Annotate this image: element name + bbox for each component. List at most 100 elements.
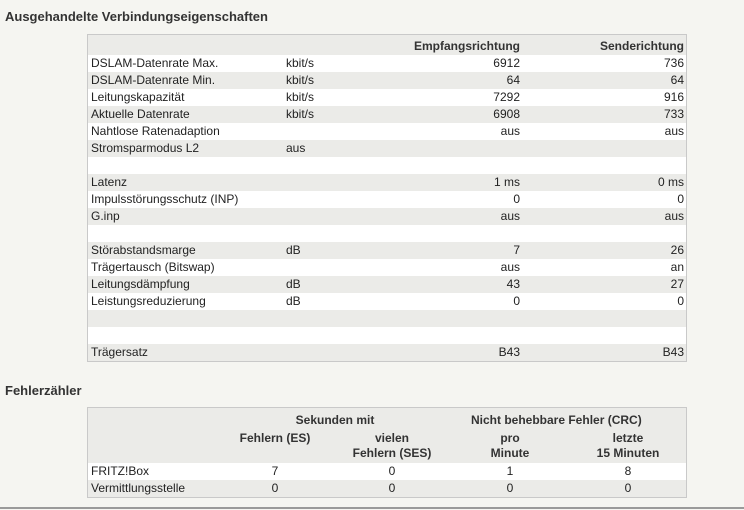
row-send: 0: [677, 294, 684, 308]
row-label: G.inp: [91, 209, 120, 223]
row-recv: 7: [513, 243, 520, 257]
table-row: [88, 225, 686, 242]
row-recv: 64: [506, 73, 520, 87]
row-send: 64: [670, 73, 684, 87]
row-label: DSLAM-Datenrate Min.: [91, 73, 216, 87]
row-send: an: [670, 260, 684, 274]
row-recv: 0: [513, 294, 520, 308]
row-send: B43: [662, 345, 684, 359]
table-row: [88, 327, 686, 344]
error-ses: 0: [388, 464, 396, 478]
col-15-label-2: 15 Minuten: [596, 446, 660, 460]
row-label: Trägertausch (Bitswap): [91, 260, 215, 274]
row-recv: 0: [513, 192, 520, 206]
row-recv: 6912: [493, 56, 520, 70]
table-row: Trägersatz B43 B43: [88, 344, 686, 361]
error-table-column-header: Fehlern (ES) vielen Fehlern (SES) pro Minu…: [88, 428, 686, 463]
error-table-row: Vermittlungsstelle 0 0 0 0: [88, 480, 686, 497]
error-ses: 0: [388, 481, 396, 495]
row-send: 916: [663, 90, 684, 104]
row-label: Stromsparmodus L2: [91, 141, 200, 155]
table-row: Leitungsdämpfung dB 43 27: [88, 276, 686, 293]
row-send: 733: [663, 107, 684, 121]
group-crc-errors: Nicht behebbare Fehler (CRC): [471, 413, 642, 427]
row-recv: B43: [498, 345, 520, 359]
error-row-label: FRITZ!Box: [91, 464, 150, 478]
row-label: Leistungsreduzierung: [91, 294, 206, 308]
error-table-row: FRITZ!Box 7 0 1 8: [88, 463, 686, 480]
connection-properties-table: Empfangsrichtung Senderichtung DSLAM-Dat…: [87, 34, 687, 362]
row-recv: aus: [500, 124, 520, 138]
row-send: 736: [663, 56, 684, 70]
group-seconds-with: Sekunden mit: [295, 413, 375, 427]
row-label: Impulsstörungsschutz (INP): [91, 192, 239, 206]
row-recv: 6908: [493, 107, 520, 121]
table-row: DSLAM-Datenrate Max. kbit/s 6912 736: [88, 55, 686, 72]
col-last-15-min: letzte 15 Minuten: [568, 431, 688, 461]
table-row: Stromsparmodus L2 aus: [88, 140, 686, 157]
row-label: Trägersatz: [91, 345, 148, 359]
table-row: [88, 310, 686, 327]
error-counter-table: Sekunden mit Nicht behebbare Fehler (CRC…: [87, 407, 687, 498]
row-unit: kbit/s: [286, 56, 315, 70]
error-es: 0: [271, 481, 279, 495]
row-unit: dB: [286, 243, 301, 257]
row-recv: 7292: [493, 90, 520, 104]
row-label: Störabstandsmarge: [91, 243, 196, 257]
row-unit: kbit/s: [286, 90, 315, 104]
table-row: Leitungskapazität kbit/s 7292 916: [88, 89, 686, 106]
error-last-15: 8: [624, 464, 632, 478]
row-label: Leitungsdämpfung: [91, 277, 190, 291]
row-unit: kbit/s: [286, 107, 315, 121]
table-row: Störabstandsmarge dB 7 26: [88, 242, 686, 259]
col-ses-label-2: Fehlern (SES): [352, 446, 432, 460]
section-title-error-counter: Fehlerzähler: [5, 383, 82, 398]
col-es: Fehlern (ES): [215, 431, 335, 446]
row-recv: aus: [500, 209, 520, 223]
table-row: DSLAM-Datenrate Min. kbit/s 64 64: [88, 72, 686, 89]
table-row: Latenz 1 ms 0 ms: [88, 174, 686, 191]
row-label: Nahtlose Ratenadaption: [91, 124, 220, 138]
row-label: DSLAM-Datenrate Max.: [91, 56, 219, 70]
table-row: Impulsstörungsschutz (INP) 0 0: [88, 191, 686, 208]
table-row: Nahtlose Ratenadaption aus aus: [88, 123, 686, 140]
col-ses-label-1: vielen: [374, 431, 410, 445]
row-send: 27: [670, 277, 684, 291]
table-row: [88, 157, 686, 174]
bottom-divider: [0, 507, 744, 509]
table-row: G.inp aus aus: [88, 208, 686, 225]
error-table-group-header: Sekunden mit Nicht behebbare Fehler (CRC…: [88, 408, 686, 428]
section-title-connection-properties: Ausgehandelte Verbindungseigenschaften: [5, 9, 268, 24]
error-last-15: 0: [624, 481, 632, 495]
row-recv: 1 ms: [493, 175, 520, 189]
col-15-label-1: letzte: [612, 431, 644, 445]
col-per-minute: pro Minute: [450, 431, 570, 461]
error-per-minute: 0: [506, 481, 514, 495]
row-recv: 43: [506, 277, 520, 291]
row-unit: kbit/s: [286, 73, 315, 87]
header-recv: Empfangsrichtung: [413, 39, 520, 53]
row-label: Aktuelle Datenrate: [91, 107, 190, 121]
col-pro-label-2: Minute: [490, 446, 530, 460]
table-row: Trägertausch (Bitswap) aus an: [88, 259, 686, 276]
error-per-minute: 1: [506, 464, 514, 478]
header-send: Senderichtung: [599, 39, 684, 53]
col-es-label: Fehlern (ES): [239, 431, 311, 445]
error-es: 7: [271, 464, 279, 478]
table-header: Empfangsrichtung Senderichtung: [88, 35, 686, 55]
row-recv: aus: [500, 260, 520, 274]
row-send: 0: [677, 192, 684, 206]
row-send: aus: [664, 209, 684, 223]
row-unit: dB: [286, 277, 301, 291]
table-row: Leistungsreduzierung dB 0 0: [88, 293, 686, 310]
error-table-body: FRITZ!Box 7 0 1 8 Vermittlungsstelle 0 0 0 0: [88, 463, 686, 497]
error-row-label: Vermittlungsstelle: [91, 481, 186, 495]
row-label: Leitungskapazität: [91, 90, 185, 104]
col-pro-label-1: pro: [500, 431, 520, 445]
row-label: Latenz: [91, 175, 128, 189]
table-row: Aktuelle Datenrate kbit/s 6908 733: [88, 106, 686, 123]
row-send: 26: [670, 243, 684, 257]
row-send: aus: [664, 124, 684, 138]
row-send: 0 ms: [657, 175, 684, 189]
